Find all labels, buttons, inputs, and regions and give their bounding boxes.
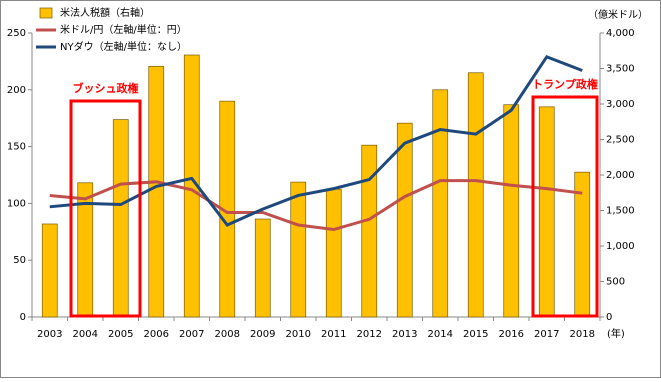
- x-tick-label: 2009: [250, 329, 275, 340]
- bar: [325, 188, 342, 318]
- y-tick-label: 50: [13, 255, 26, 266]
- y2-tick-label: 500: [606, 277, 625, 288]
- bar: [361, 144, 378, 318]
- x-tick-label: 2016: [499, 329, 524, 340]
- annotation-label: ブッシュ政権: [73, 81, 139, 95]
- y-tick-label: 100: [7, 198, 26, 209]
- x-tick-label: 2012: [357, 329, 382, 340]
- y2-tick-label: 0: [606, 312, 612, 323]
- x-tick-label: 2014: [428, 329, 453, 340]
- y2-tick-label: 3,500: [606, 64, 635, 75]
- x-tick-label: 2008: [215, 329, 240, 340]
- y2-axis-label: （億米ドル）: [588, 8, 648, 21]
- bar: [396, 122, 413, 318]
- legend-swatch: [39, 7, 53, 19]
- bar: [503, 104, 520, 318]
- annotation-label: トランプ政権: [532, 77, 598, 91]
- x-tick-label: 2005: [108, 329, 133, 340]
- y2-tick-label: 3,000: [606, 99, 635, 110]
- bar: [148, 66, 165, 318]
- x-axis-label: (年): [607, 327, 625, 340]
- y2-tick-label: 2,000: [606, 170, 635, 181]
- bar: [467, 72, 484, 318]
- y-tick-label: 150: [7, 142, 26, 153]
- x-tick-label: 2010: [286, 329, 311, 340]
- legend-label: NYダウ（左軸/単位：なし）: [60, 40, 187, 53]
- x-tick-label: 2004: [73, 329, 98, 340]
- y2-tick-label: 4,000: [606, 28, 635, 39]
- x-tick-label: 2007: [179, 329, 204, 340]
- y-tick-label: 0: [20, 312, 26, 323]
- x-tick-label: 2017: [534, 329, 559, 340]
- x-tick-label: 2018: [570, 329, 595, 340]
- legend-label: 米法人税額（右軸）: [60, 6, 150, 19]
- annotation-box: [531, 95, 599, 318]
- bar: [432, 89, 449, 318]
- legend-label: 米ドル/円（左軸/単位：円）: [60, 23, 187, 36]
- y-tick-label: 200: [7, 85, 26, 96]
- bar: [41, 223, 58, 318]
- bar: [290, 181, 307, 318]
- annotation-box: [69, 99, 142, 318]
- bar: [112, 119, 129, 318]
- x-tick-label: 2006: [144, 329, 169, 340]
- bar: [254, 218, 271, 318]
- y2-tick-label: 1,500: [606, 206, 635, 217]
- x-tick-label: 2011: [321, 329, 346, 340]
- x-tick-label: 2015: [463, 329, 488, 340]
- x-tick-label: 2013: [392, 329, 417, 340]
- y2-tick-label: 1,000: [606, 241, 635, 252]
- bar: [538, 106, 555, 318]
- y-tick-label: 250: [7, 28, 26, 39]
- y2-tick-label: 2,500: [606, 135, 635, 146]
- x-tick-label: 2003: [37, 329, 62, 340]
